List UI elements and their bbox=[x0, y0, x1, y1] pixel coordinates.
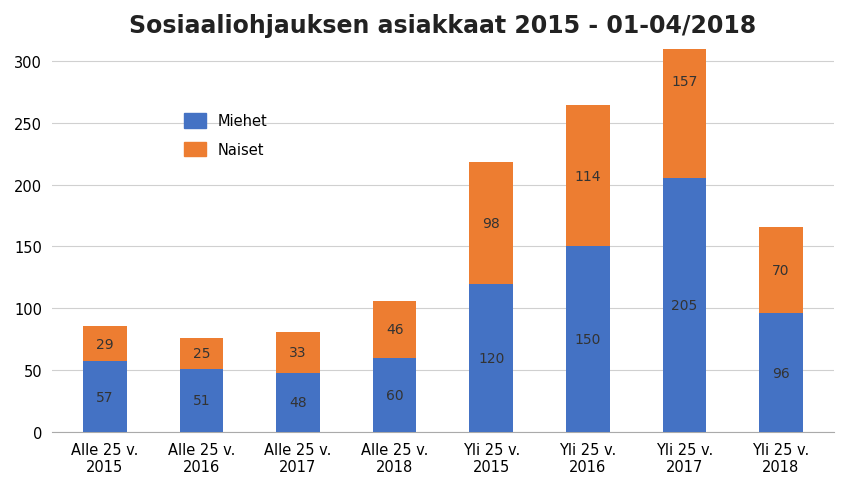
Bar bbox=[759, 314, 803, 432]
Text: 157: 157 bbox=[672, 75, 698, 89]
Legend: Miehet, Naiset: Miehet, Naiset bbox=[176, 106, 274, 165]
Text: 96: 96 bbox=[773, 366, 789, 380]
Bar bbox=[759, 227, 803, 314]
Bar bbox=[662, 179, 706, 432]
Bar bbox=[566, 247, 610, 432]
Bar bbox=[373, 358, 416, 432]
Bar bbox=[180, 338, 223, 369]
Text: 114: 114 bbox=[575, 170, 601, 183]
Text: 25: 25 bbox=[192, 347, 210, 361]
Text: 57: 57 bbox=[96, 390, 114, 404]
Bar bbox=[373, 301, 416, 358]
Text: 46: 46 bbox=[386, 323, 404, 337]
Text: 150: 150 bbox=[575, 332, 601, 346]
Bar bbox=[566, 106, 610, 247]
Text: 205: 205 bbox=[672, 299, 698, 313]
Bar bbox=[180, 369, 223, 432]
Title: Sosiaaliohjauksen asiakkaat 2015 - 01-04/2018: Sosiaaliohjauksen asiakkaat 2015 - 01-04… bbox=[129, 14, 756, 38]
Text: 60: 60 bbox=[386, 388, 404, 402]
Text: 48: 48 bbox=[289, 395, 307, 409]
Bar bbox=[83, 362, 126, 432]
Bar bbox=[662, 0, 706, 179]
Text: 33: 33 bbox=[289, 346, 307, 360]
Text: 120: 120 bbox=[478, 351, 505, 365]
Text: 29: 29 bbox=[96, 337, 114, 351]
Bar bbox=[83, 326, 126, 362]
Bar bbox=[470, 163, 513, 284]
Bar bbox=[276, 373, 320, 432]
Text: 70: 70 bbox=[773, 264, 789, 277]
Text: 51: 51 bbox=[192, 394, 210, 407]
Bar bbox=[470, 284, 513, 432]
Text: 98: 98 bbox=[483, 217, 500, 230]
Bar bbox=[276, 332, 320, 373]
